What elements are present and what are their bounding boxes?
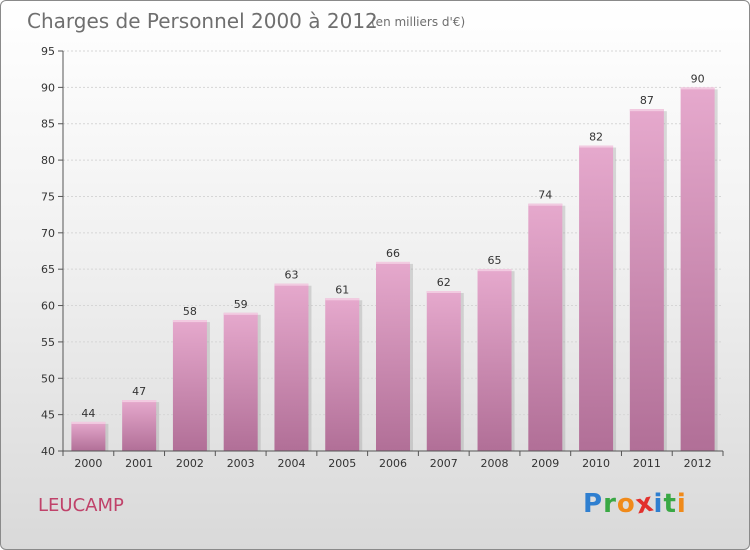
- y-tick-label: 75: [41, 190, 55, 203]
- logo-letter: r: [603, 489, 617, 519]
- bar-value-label: 65: [488, 254, 502, 267]
- bar-highlight: [680, 87, 715, 90]
- bar-highlight: [477, 269, 512, 272]
- bar-highlight: [172, 320, 207, 323]
- bar-highlight: [528, 203, 563, 206]
- bar-2000: [71, 421, 106, 451]
- x-tick-label: 2006: [379, 457, 407, 470]
- bar-2009: [528, 203, 563, 451]
- logo-letter: t: [663, 489, 677, 519]
- bar-value-label: 66: [386, 247, 400, 260]
- bar-2011: [629, 109, 664, 451]
- labels: 40 45 50 55 60 65 70 75 80 85 90 95 44 2000 47 2001 58 20…: [41, 45, 712, 470]
- bar-highlight: [71, 421, 106, 424]
- y-tick-label: 40: [41, 445, 55, 458]
- bar-value-label: 62: [437, 276, 451, 289]
- x-tick-label: 2010: [582, 457, 610, 470]
- bar-highlight: [629, 109, 664, 112]
- x-tick-label: 2000: [74, 457, 102, 470]
- x-tick-label: 2003: [227, 457, 255, 470]
- bar-highlight: [426, 291, 461, 293]
- y-tick-label: 85: [41, 118, 55, 131]
- bar-highlight: [122, 400, 157, 403]
- x-tick-label: 2001: [125, 457, 153, 470]
- bar-value-label: 58: [183, 305, 197, 318]
- chart-subtitle: (en milliers d'€): [371, 15, 465, 29]
- bar-highlight: [376, 261, 410, 264]
- y-tick-label: 70: [41, 227, 55, 240]
- x-tick-label: 2009: [531, 457, 559, 470]
- commune-name: LEUCAMP: [38, 495, 124, 516]
- y-tick-label: 55: [41, 336, 55, 349]
- y-tick-label: 50: [41, 372, 55, 385]
- bar-value-label: 59: [234, 298, 248, 311]
- bar-2006: [376, 261, 410, 451]
- chart-title: Charges de Personnel 2000 à 2012: [27, 9, 378, 33]
- y-tick-label: 95: [41, 45, 55, 58]
- logo-letter: i: [676, 489, 687, 519]
- proxiti-logo: Proxiti: [583, 487, 687, 520]
- bar-value-label: 87: [640, 94, 654, 107]
- bar-highlight: [223, 312, 258, 315]
- bar-value-label: 90: [691, 72, 705, 85]
- bar-2003: [223, 312, 258, 451]
- bar-2007: [426, 291, 461, 451]
- bar-2001: [122, 400, 157, 451]
- x-tick-label: 2007: [430, 457, 458, 470]
- bar-value-label: 74: [538, 189, 552, 202]
- axes: [58, 50, 724, 456]
- y-tick-label: 60: [41, 300, 55, 313]
- x-tick-label: 2004: [277, 457, 305, 470]
- y-tick-label: 80: [41, 154, 55, 167]
- logo-letter: P: [583, 489, 604, 519]
- y-tick-label: 90: [41, 81, 55, 94]
- bar-2004: [274, 283, 309, 451]
- bars: [71, 87, 718, 451]
- x-tick-label: 2011: [633, 457, 661, 470]
- bar-highlight: [579, 145, 614, 148]
- bar-2012: [680, 87, 715, 451]
- x-tick-label: 2002: [176, 457, 204, 470]
- bar-highlight: [325, 298, 360, 301]
- y-tick-label: 65: [41, 263, 55, 276]
- bar-2008: [477, 269, 512, 451]
- logo-letter: i: [653, 489, 664, 519]
- bar-value-label: 44: [81, 407, 95, 420]
- x-tick-label: 2012: [684, 457, 712, 470]
- x-tick-label: 2005: [328, 457, 356, 470]
- bar-value-label: 47: [132, 385, 146, 398]
- bar-value-label: 61: [335, 283, 349, 296]
- bar-2002: [172, 320, 207, 451]
- bar-2005: [325, 298, 360, 451]
- bar-highlight: [274, 283, 309, 286]
- logo-letter: o: [616, 489, 636, 519]
- x-tick-label: 2008: [481, 457, 509, 470]
- y-tick-label: 45: [41, 409, 55, 422]
- bar-value-label: 63: [284, 269, 298, 282]
- bar-value-label: 82: [589, 131, 603, 144]
- bar-2010: [579, 145, 614, 451]
